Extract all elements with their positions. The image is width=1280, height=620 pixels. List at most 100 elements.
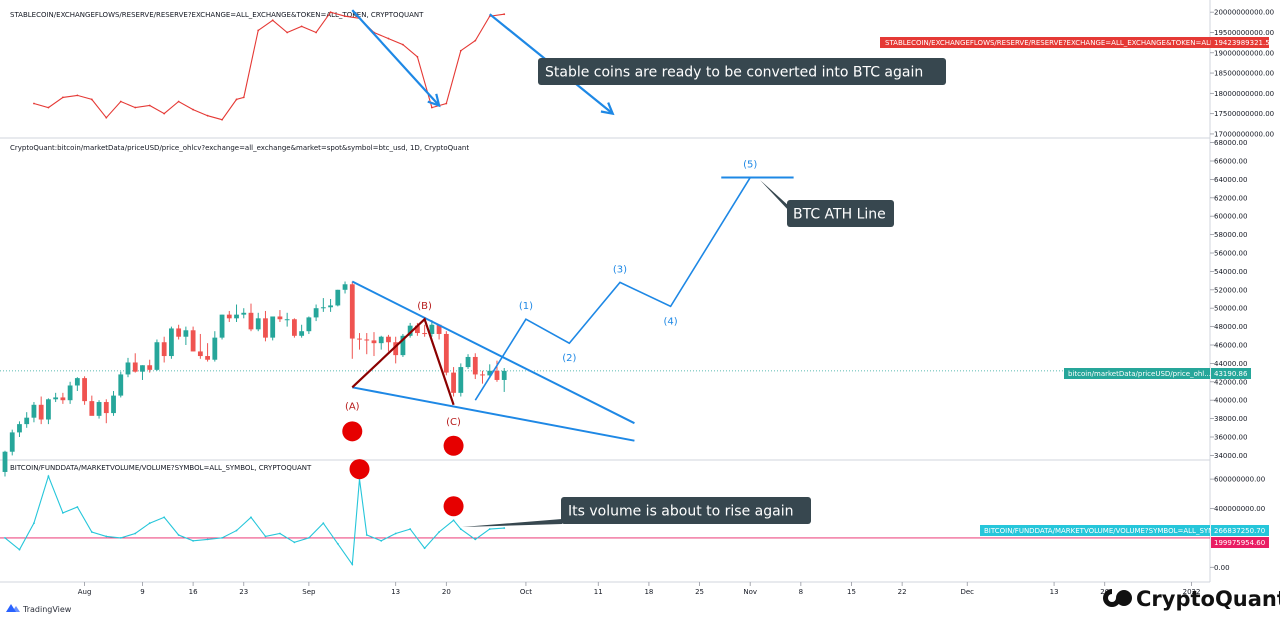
candle-body xyxy=(46,399,51,420)
volume-point xyxy=(148,522,151,525)
price-y-tick-label: 46000.00 xyxy=(1214,342,1247,350)
stablecoin-point xyxy=(257,29,260,32)
candle-body xyxy=(342,284,348,290)
volume-point xyxy=(119,537,122,539)
price-y-tick-label: 38000.00 xyxy=(1214,415,1247,423)
wave-label: (2) xyxy=(562,353,576,364)
candle xyxy=(400,333,406,357)
candle-body xyxy=(226,314,232,319)
stablecoin-point xyxy=(315,31,318,34)
candle-body xyxy=(357,338,362,340)
stablecoin-point xyxy=(61,96,64,99)
candle xyxy=(60,392,66,404)
candle-body xyxy=(393,342,399,356)
chart-drawings: (A) (B) (C) (1) (2) (3) (4) (5) xyxy=(342,9,794,517)
stablecoin-point xyxy=(242,96,245,99)
candle-body xyxy=(169,328,174,357)
volume-y-tick-label: 400000000.00 xyxy=(1214,505,1265,513)
volume-point xyxy=(279,532,281,535)
candle-body xyxy=(212,337,218,360)
abc-correction-line xyxy=(351,317,455,406)
volume-point xyxy=(459,528,462,530)
cryptoquant-icon-cut xyxy=(1112,589,1121,598)
x-tick-label: Aug xyxy=(78,588,92,596)
candle xyxy=(234,304,239,322)
candle xyxy=(89,395,95,416)
candle xyxy=(176,324,182,340)
stablecoin-point xyxy=(134,106,137,109)
candle-body xyxy=(313,308,319,318)
candle-body xyxy=(89,401,95,416)
candle-body xyxy=(400,335,406,356)
candle xyxy=(111,391,116,416)
tradingview-logo: TradingView xyxy=(6,604,72,614)
candle xyxy=(118,371,124,398)
candle xyxy=(190,326,196,352)
wave-projection-line xyxy=(474,177,751,401)
wedge-lower-line xyxy=(352,386,635,442)
candle xyxy=(74,377,80,391)
wave-label: (4) xyxy=(664,316,678,327)
candle-body xyxy=(451,372,456,393)
volume-point xyxy=(474,538,477,541)
stablecoin-point xyxy=(192,108,195,111)
price-last-value-box xyxy=(1211,368,1251,379)
candle xyxy=(371,332,377,357)
candle-body xyxy=(205,356,210,360)
candle xyxy=(270,316,276,341)
candle xyxy=(219,314,225,340)
stablecoin-point xyxy=(416,55,419,58)
volume-point xyxy=(105,535,108,538)
candle xyxy=(255,312,261,332)
candle xyxy=(132,353,138,373)
volume-point xyxy=(221,537,223,539)
candle-body xyxy=(284,319,290,321)
volume-ref-value: 199975954.60 xyxy=(1214,539,1265,547)
candle xyxy=(292,318,297,338)
abc-label: (C) xyxy=(446,417,461,428)
volume-point xyxy=(322,522,325,525)
wave-label: (5) xyxy=(743,160,757,171)
candle xyxy=(53,392,59,403)
candle xyxy=(147,359,153,373)
x-tick-label: 13 xyxy=(391,588,400,596)
stablecoin-y-ticks: 20000000000.00 19500000000.00 19000000000.… xyxy=(1210,9,1274,138)
candle-body xyxy=(270,316,276,338)
volume-point xyxy=(177,534,180,536)
volume-point xyxy=(307,537,310,539)
volume-y-tick-label: 0.00 xyxy=(1214,564,1230,572)
candle-body xyxy=(320,307,326,309)
candle-body xyxy=(219,314,225,338)
price-y-ticks: 68000.00 66000.00 64000.00 62000.00 60000.00… xyxy=(1210,139,1247,460)
candle-body xyxy=(31,404,37,418)
candle xyxy=(436,324,442,340)
candle-body xyxy=(422,333,428,335)
stablecoin-projection-arrow-head xyxy=(600,102,615,116)
stablecoin-point xyxy=(221,118,223,121)
price-panel-title: CryptoQuant:bitcoin/marketData/priceUSD/… xyxy=(10,144,469,152)
stablecoin-last-value-box xyxy=(1211,37,1269,48)
candle-body xyxy=(480,374,485,376)
x-tick-label: 18 xyxy=(644,588,653,596)
volume-point xyxy=(61,512,64,514)
callout-stablecoin-text: Stable coins are ready to be converted i… xyxy=(545,65,923,81)
candle xyxy=(465,354,471,369)
stablecoin-point xyxy=(402,43,404,46)
price-last-tag: bitcoin/marketData/priceUSD/price_ohl...… xyxy=(1064,368,1251,379)
tradingview-icon-secondary xyxy=(12,606,20,612)
candle xyxy=(306,316,312,334)
callout-volume-pointer xyxy=(462,519,562,527)
volume-point xyxy=(365,534,368,536)
candle xyxy=(17,421,22,437)
x-axis-ticks: Aug 9 16 23 Sep 13 20 Oct 11 18 25 Nov 8 15 22 Dec 13 20 2… xyxy=(78,582,1200,596)
candle xyxy=(103,399,109,424)
stablecoin-point xyxy=(503,13,506,16)
x-tick-label: 11 xyxy=(594,588,603,596)
callout-volume-box xyxy=(561,497,811,524)
price-y-tick-label: 62000.00 xyxy=(1214,194,1247,202)
candle xyxy=(284,312,290,327)
stablecoin-y-tick-label: 17000000000.00 xyxy=(1214,130,1274,138)
stablecoin-point xyxy=(206,114,209,117)
price-y-tick-label: 56000.00 xyxy=(1214,250,1247,258)
candle xyxy=(407,322,413,338)
